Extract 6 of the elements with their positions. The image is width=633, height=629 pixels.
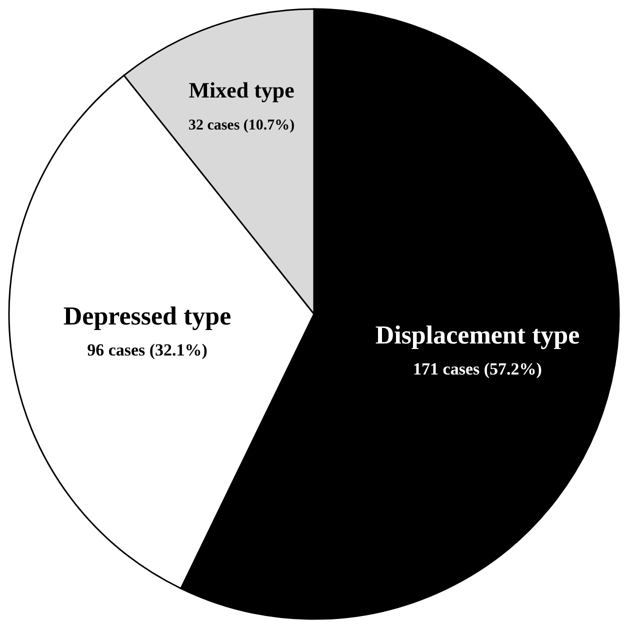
slice-label: Displacement type	[375, 320, 580, 350]
data-label: 32 cases (10.7%)	[188, 118, 295, 134]
slice-label: Mixed type	[188, 78, 295, 103]
data-label: 96 cases (32.1%)	[87, 340, 208, 360]
slice-label: Depressed type	[63, 301, 232, 330]
data-label: 171 cases (57.2%)	[413, 360, 542, 379]
